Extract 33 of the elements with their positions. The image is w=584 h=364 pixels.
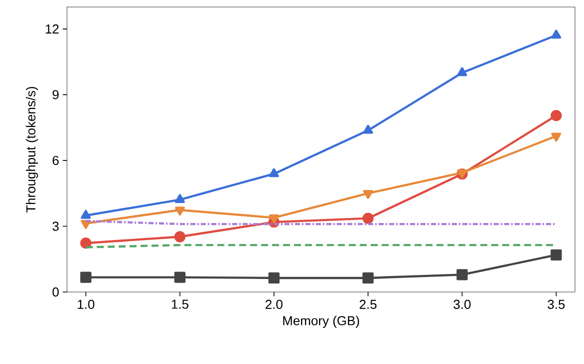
y-axis-title: Throughput (tokens/s)	[26, 86, 38, 213]
y-tick-label: 6	[52, 156, 59, 166]
point	[457, 67, 468, 76]
x-tick-label: 3.0	[454, 300, 471, 309]
point	[174, 272, 186, 283]
point	[80, 272, 92, 283]
point	[268, 272, 280, 284]
point	[363, 124, 374, 134]
y-tick-label: 0	[52, 287, 59, 297]
point	[551, 30, 562, 39]
point	[80, 210, 91, 219]
point	[80, 238, 92, 249]
x-axis-title: Memory (GB)	[283, 316, 360, 328]
point	[268, 214, 279, 224]
x-tick-label: 2.0	[266, 300, 282, 309]
y-tick-label: 9	[52, 90, 59, 100]
point	[363, 190, 374, 199]
point	[174, 231, 186, 242]
point	[362, 272, 374, 284]
point	[550, 249, 562, 261]
x-tick-label: 3.5	[548, 300, 565, 309]
point	[362, 212, 374, 224]
y-tick-label: 3	[52, 222, 59, 231]
point	[551, 132, 562, 142]
point	[456, 269, 468, 280]
point	[550, 110, 562, 122]
point	[174, 194, 185, 204]
y-tick-label: 12	[46, 24, 59, 34]
x-tick-label: 1.0	[78, 300, 94, 309]
point	[268, 168, 279, 178]
x-tick-label: 1.5	[172, 300, 188, 309]
x-tick-label: 2.5	[360, 300, 376, 309]
point	[174, 206, 185, 216]
